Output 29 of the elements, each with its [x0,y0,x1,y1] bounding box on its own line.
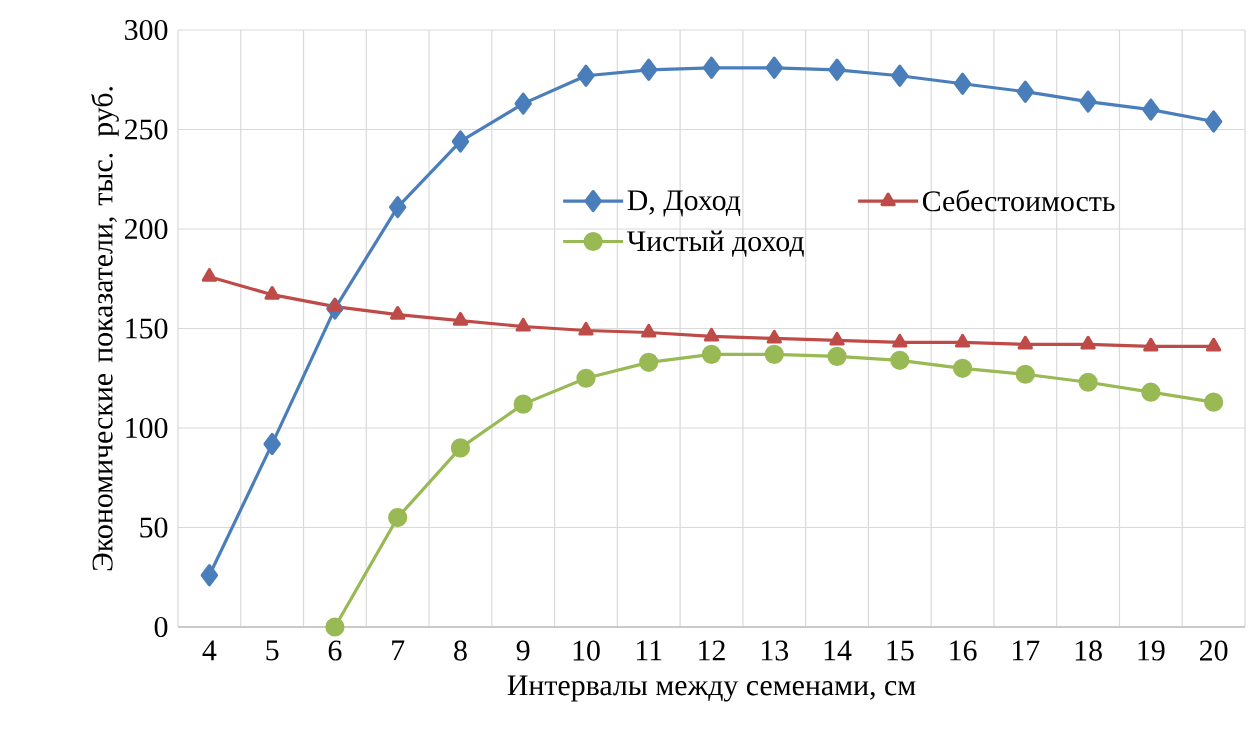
x-tick-label: 8 [454,640,467,661]
x-tick-label: 12 [699,640,725,661]
x-tick-label: 10 [573,640,600,661]
y-tick-label: 100 [126,417,168,439]
x-tick-label: 15 [887,640,914,661]
x-tick-label: 20 [1199,640,1228,661]
x-tick-label: 4 [202,640,217,661]
x-tick-label: 9 [516,640,530,661]
y-tick-label: 300 [125,19,168,41]
x-tick-label: 7 [392,640,405,661]
y-tick-label: 0 [154,616,168,638]
legend-label: D, Доход [627,190,741,217]
y-tick-label: 50 [140,517,168,538]
y-tick-label: 150 [126,318,168,339]
x-tick-label: 17 [1013,640,1040,661]
x-tick-label: 11 [636,640,662,661]
x-tick-label: 19 [1138,640,1165,661]
x-axis-title: Интервалы между семенами, см [507,675,916,702]
legend-label: Себестоимость [922,189,1115,212]
y-axis-title: Экономические показатели, тыс. руб. [90,86,119,571]
x-tick-label: 13 [761,640,789,661]
x-tick-label: 5 [266,640,279,661]
y-tick-label: 200 [124,218,168,240]
x-tick-label: 16 [950,640,977,661]
x-tick-label: 14 [824,640,852,661]
legend-label: Чистый доход [627,230,804,257]
y-tick-label: 250 [124,119,168,140]
x-tick-label: 6 [328,640,342,661]
x-tick-label: 18 [1075,640,1102,661]
